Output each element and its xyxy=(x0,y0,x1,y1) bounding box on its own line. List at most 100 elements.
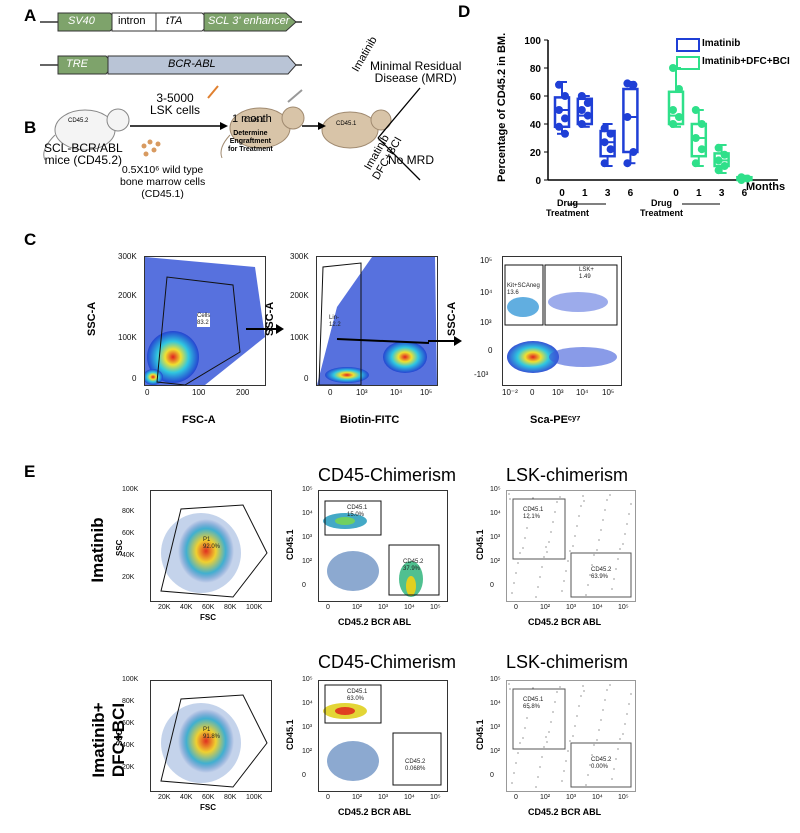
d-xtick-label: 1 xyxy=(696,188,702,199)
e-log-ytick: 10⁵ xyxy=(302,486,313,493)
e-cd452-axis: CD45.2 BCR ABL xyxy=(338,617,412,627)
d-legend-swatch-combo xyxy=(676,56,700,70)
e-fsc-xtick: 20K xyxy=(158,794,171,801)
d-point xyxy=(629,148,638,156)
d-point xyxy=(737,176,746,184)
e-log-xtick: 0 xyxy=(326,604,330,611)
d-point xyxy=(669,106,677,114)
d-point xyxy=(691,134,700,142)
enhancer-label: SCL 3' enhancer xyxy=(208,15,290,27)
e-log-xtick: 10³ xyxy=(378,604,389,611)
c1-xlabel: FSC-A xyxy=(182,414,216,426)
d-ytick-label: 20 xyxy=(530,148,542,159)
panel-d-letter: D xyxy=(458,2,471,21)
e-r1-cd451-label: CD45.1 15.0% xyxy=(347,505,368,518)
bcrabl-element xyxy=(107,55,297,75)
e-cd451-axis: CD45.1 xyxy=(285,719,295,750)
d-point xyxy=(623,159,632,168)
d-point xyxy=(720,150,729,159)
e-lsk-xtick: 10² xyxy=(540,794,551,801)
d-point xyxy=(691,106,700,114)
e-fsc-xtick: 60K xyxy=(202,794,215,801)
c3-ytick: 0 xyxy=(488,346,493,355)
wt-cells-label: 0.5X10⁶ wild type bone marrow cells (CD4… xyxy=(120,164,206,200)
sv40-label: SV40 xyxy=(68,15,95,27)
panel-e-letter: E xyxy=(24,462,36,481)
e-r2-p1-label: P1 91.8% xyxy=(203,727,221,740)
e-log-ytick: 10⁴ xyxy=(302,700,313,707)
e-r1-lsk-plot: CD45.1 12.1% CD45.2 63.9% xyxy=(506,490,636,602)
e-lsk-cd451-axis: CD45.1 xyxy=(475,719,485,750)
donor-mouse-icon xyxy=(43,108,130,161)
d-point xyxy=(577,106,586,114)
e-r2-cd45-plot: CD45.1 63.0% CD45.2 0.068% xyxy=(318,680,448,792)
c2-ytick: 300K xyxy=(290,252,309,261)
donor-mouse-label: SCL-BCR/ABL mice (CD45.2) xyxy=(44,141,123,167)
panel-c-letter: C xyxy=(24,230,37,249)
c3-ytick: 10⁴ xyxy=(480,288,493,297)
donor-tag: CD45.2 xyxy=(68,118,89,124)
c2-plot: Lin- 12.2 xyxy=(316,256,438,386)
e-lsk-ytick: 10⁴ xyxy=(490,700,501,707)
panel-b-schematic xyxy=(43,85,421,181)
e-fsc-xtick: 40K xyxy=(180,794,193,801)
e-fsc-xtick: 80K xyxy=(224,604,237,611)
e-fsc-xtick: 60K xyxy=(202,604,215,611)
e-ssc-label: SSC xyxy=(115,539,124,556)
e-fsc-ytick: 60K xyxy=(122,720,135,727)
d-ytick-label: 0 xyxy=(535,176,541,187)
e-cd451-axis: CD45.1 xyxy=(285,529,295,560)
wt-cells-icon xyxy=(141,139,161,157)
e-r2-fsc-plot: P1 91.8% xyxy=(150,680,272,792)
tta-label: tTA xyxy=(166,15,183,27)
c1-ytick: 200K xyxy=(118,291,137,300)
e-lsk-xtick: 10⁴ xyxy=(592,794,603,801)
d-xtick-label: 3 xyxy=(719,188,725,199)
d-point xyxy=(675,85,683,93)
d-legend-combo: Imatinib+DFC+BCI xyxy=(702,56,790,67)
e-log-xtick: 10² xyxy=(352,794,363,801)
e-fsc-ytick: 20K xyxy=(122,764,135,771)
c2-xlabel: Biotin-FITC xyxy=(340,414,400,426)
e-r1-lsk451-label: CD45.1 12.1% xyxy=(523,507,544,520)
d-point xyxy=(691,159,700,168)
e-fsc-ytick: 20K xyxy=(122,574,135,581)
donor-cells-label: 3-5000 LSK cells xyxy=(150,91,201,117)
e-row1-cd45-title: CD45-Chimerism xyxy=(318,465,457,485)
syringe-icon xyxy=(207,85,219,99)
c2-xtick: 10⁵ xyxy=(420,388,433,397)
c3-ytick: 10³ xyxy=(480,318,492,327)
d-xtick-label: 3 xyxy=(605,188,611,199)
c1-xtick: 200 xyxy=(236,388,250,397)
d-point xyxy=(583,99,592,107)
c1-xtick: 0 xyxy=(145,388,150,397)
c1-arrow-icon xyxy=(246,324,284,334)
d-xtick-label: 6 xyxy=(742,188,748,199)
e-fsc-xtick: 100K xyxy=(246,794,263,801)
c2-xtick: 10³ xyxy=(356,388,368,397)
e-fsc-xtick: 80K xyxy=(224,794,237,801)
d-point xyxy=(714,166,723,175)
d-point xyxy=(606,145,615,154)
engraft-label: Determine Engraftment for Treatment xyxy=(228,130,273,153)
e-log-xtick: 0 xyxy=(326,794,330,801)
d-point xyxy=(561,129,569,138)
d-point xyxy=(561,92,569,100)
d-xtick-label: 0 xyxy=(673,188,679,199)
c3-xtick: 10³ xyxy=(552,388,564,397)
e-lsk-ytick: 10⁵ xyxy=(490,486,501,493)
e-lsk-cd452-axis: CD45.2 BCR ABL xyxy=(528,807,602,817)
e-fsc-xtick: 20K xyxy=(158,604,171,611)
e-log-xtick: 10⁵ xyxy=(430,604,441,611)
e-lsk-ytick: 10³ xyxy=(490,534,501,541)
d-legend-swatch-imatinib xyxy=(676,38,700,52)
c2-ytick: 200K xyxy=(290,291,309,300)
e-log-xtick: 10⁴ xyxy=(404,794,415,801)
d-ytick-label: 100 xyxy=(524,36,541,47)
e-fsc-ytick: 60K xyxy=(122,530,135,537)
e-fsc-label: FSC xyxy=(200,803,216,812)
e-log-ytick: 10⁴ xyxy=(302,510,313,517)
d-group1-label: Drug Treatment xyxy=(546,198,590,218)
c3-xtick: 0 xyxy=(530,388,535,397)
